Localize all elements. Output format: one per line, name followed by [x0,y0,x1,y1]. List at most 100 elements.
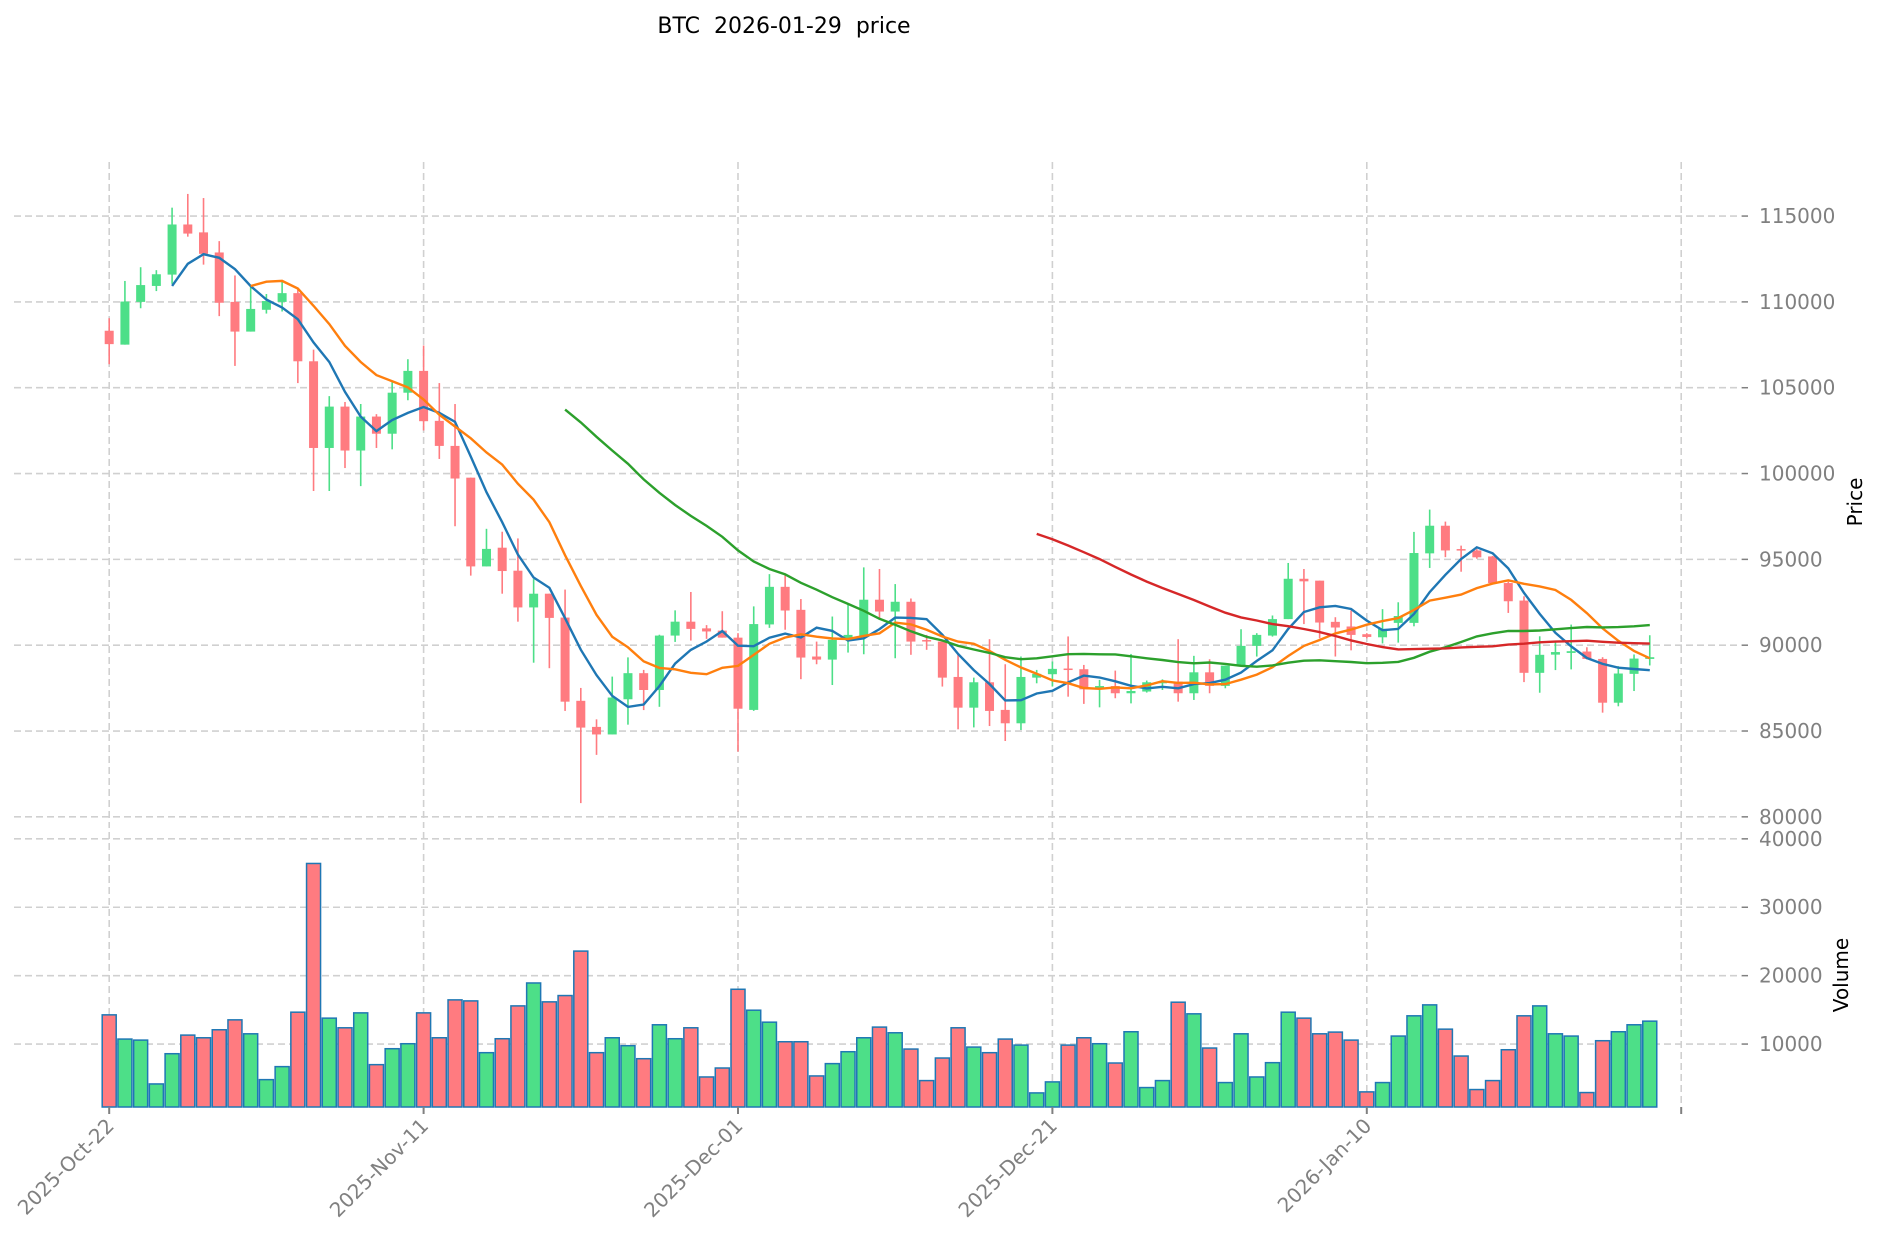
candle [1472,549,1482,559]
volume-bar [871,1026,888,1108]
volume-bar [1327,1031,1344,1108]
date-tick-label: 2025-Dec-21 [953,1114,1062,1223]
volume-bar [588,1051,605,1108]
volume-bar [1563,1035,1579,1108]
candle-body [733,637,743,709]
candle [1095,679,1105,708]
candle-body [136,285,146,302]
candle-body [1205,672,1215,686]
candle-body [827,639,837,660]
candle-body [560,617,570,702]
volume-bar [1091,1042,1108,1108]
volume-bar [290,1011,306,1108]
candle-body [544,593,554,618]
volume-tick-label: 10000 [1759,1032,1823,1056]
candle [1315,580,1325,639]
candle [623,657,633,725]
candle-body [1613,673,1623,703]
candle-body [969,682,979,708]
candle [1535,636,1545,693]
candle-body [104,330,114,345]
price-axis-label: Price [1843,478,1867,527]
candle [403,359,413,401]
volume-tick-label: 20000 [1759,964,1823,988]
candle [717,611,727,638]
volume-bar [1060,1044,1076,1108]
volume-bar [1547,1033,1564,1108]
candle [1000,664,1010,741]
volume-bar [966,1046,982,1108]
candle-body [953,676,963,708]
ma10-line [250,279,1651,691]
candle-body [151,274,161,286]
volume-bar [447,999,463,1108]
volume-bar [1531,1005,1548,1108]
candle [1425,509,1435,568]
candle [1173,639,1183,702]
volume-bar [1296,1017,1312,1108]
volume-bar [258,1078,275,1108]
candle-body [1047,668,1057,675]
candle [1629,654,1639,692]
volume-bar [903,1048,919,1108]
candle [1126,653,1136,704]
volume-bar [384,1047,400,1108]
candle-body [419,370,429,422]
candle [576,687,586,804]
candle [1503,581,1513,613]
volume-bar [227,1019,243,1108]
candle-body [1503,583,1513,602]
candle [183,193,193,237]
candle-body [230,301,240,332]
candle-body [764,586,774,625]
volume-bar [745,1009,762,1108]
ma5-line [171,252,1650,709]
candle [1393,602,1403,643]
candle-body [466,477,476,567]
volume-bar [463,1000,479,1108]
price-tick-label: 115000 [1759,204,1835,228]
candle-body [592,726,602,735]
candle [906,598,916,655]
candle [1252,633,1262,657]
candle-body [1425,525,1435,554]
candle-body [1535,654,1545,673]
volume-bar [1579,1091,1595,1108]
candle [560,589,570,711]
date-tick-label: 2025-Oct-22 [13,1114,119,1220]
candle-body [1519,600,1529,673]
volume-bar [211,1029,227,1108]
candle [497,531,507,594]
volume-bar [132,1039,149,1108]
candle [953,653,963,730]
candle-body [199,232,209,254]
volume-bar [1453,1055,1469,1108]
date-tick-label: 2026-Jan-10 [1273,1114,1377,1218]
candle-body [167,224,177,275]
volume-bar [1421,1004,1438,1108]
candle [749,606,759,711]
ma60-line [1036,532,1650,651]
candle [466,477,476,576]
volume-bar [1311,1033,1328,1108]
candle-body [717,630,727,638]
volume-bar [1390,1035,1406,1108]
candle [937,640,947,687]
candle-body [576,700,586,728]
candle [812,641,822,665]
candle-body [890,601,900,612]
candle [1047,661,1057,687]
volume-bar [1610,1031,1627,1108]
candle [1550,642,1560,671]
candle-body [434,420,444,446]
candle [686,591,696,641]
candle [419,345,429,431]
volume-bar [683,1027,699,1108]
candle-body [1236,645,1246,666]
candle [1519,596,1529,683]
volume-bar [1516,1015,1532,1108]
volume-bar [856,1037,872,1108]
candle-body [1629,658,1639,674]
candle [843,603,853,653]
volume-bar [164,1052,180,1108]
